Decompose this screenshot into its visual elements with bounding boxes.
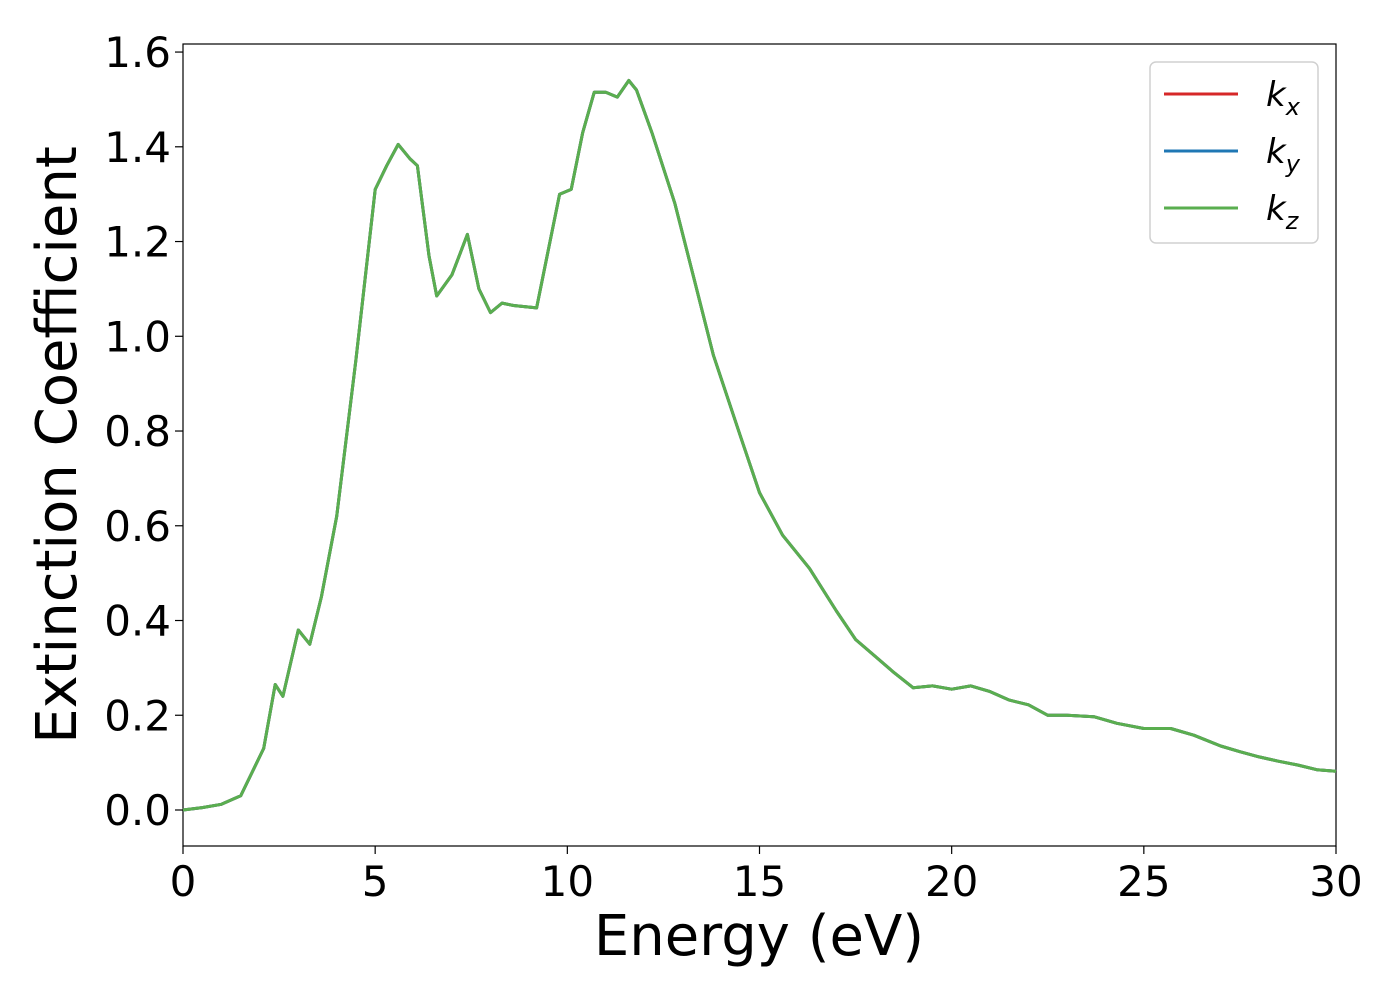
- x-tick-label: 30: [1309, 857, 1362, 906]
- y-tick-label: 0.0: [104, 786, 171, 835]
- y-tick-label: 1.0: [104, 312, 171, 361]
- x-axis-label: Energy (eV): [594, 904, 924, 969]
- y-tick-label: 0.4: [104, 597, 171, 646]
- y-tick-label: 0.8: [104, 407, 171, 456]
- y-tick-label: 1.2: [104, 218, 171, 267]
- y-tick-label: 0.2: [104, 691, 171, 740]
- y-tick-label: 1.4: [104, 123, 171, 172]
- x-tick-label: 5: [362, 857, 389, 906]
- x-tick-label: 15: [733, 857, 786, 906]
- x-tick-label: 10: [541, 857, 594, 906]
- legend-label: kz: [1266, 189, 1300, 235]
- legend-label: ky: [1266, 132, 1301, 178]
- y-tick-label: 0.6: [104, 502, 171, 551]
- x-tick-label: 25: [1117, 857, 1170, 906]
- legend-label: kx: [1266, 75, 1301, 121]
- line: [182, 79, 1337, 812]
- x-tick-label: 20: [925, 857, 978, 906]
- y-axis-label: Extinction Coefficient: [25, 146, 90, 744]
- y-tick-label: 1.6: [104, 28, 171, 77]
- x-tick-label: 0: [170, 857, 197, 906]
